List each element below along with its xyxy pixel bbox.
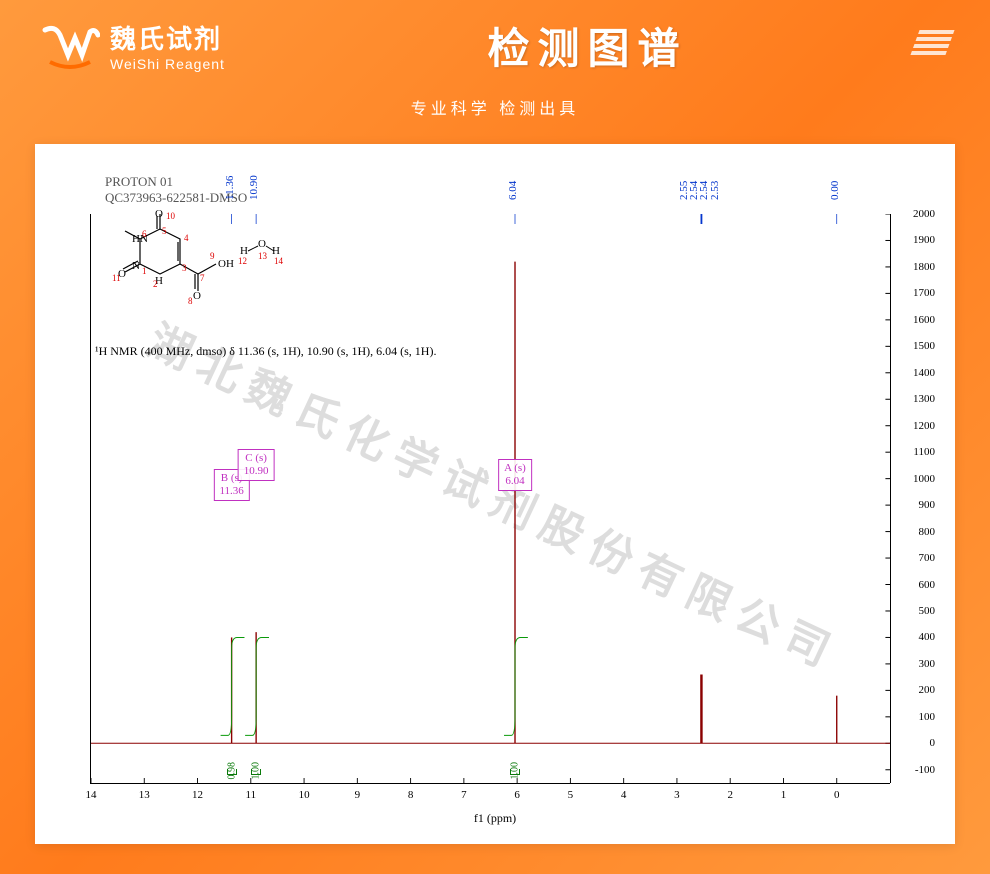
peak-label: 0.00 <box>829 181 841 200</box>
peak-label: 2.53 <box>709 181 721 200</box>
y-tick: 1700 <box>913 287 935 299</box>
y-tick: 1600 <box>913 314 935 326</box>
header: 魏氏试剂 WeiShi Reagent 检测图谱 <box>0 0 990 90</box>
decor-stripes <box>910 30 954 55</box>
y-tick: 1800 <box>913 261 935 273</box>
x-tick: 9 <box>355 789 361 801</box>
peak-annotation: A (s)6.04 <box>498 459 532 491</box>
y-tick: 1500 <box>913 340 935 352</box>
brand-name-en: WeiShi Reagent <box>110 56 225 72</box>
x-tick: 10 <box>299 789 310 801</box>
y-tick: 500 <box>919 605 936 617</box>
y-tick: 600 <box>919 579 936 591</box>
x-tick: 1 <box>781 789 787 801</box>
y-tick: 2000 <box>913 208 935 220</box>
y-tick: 100 <box>919 711 936 723</box>
nmr-chart: 湖北魏氏化学试剂股份有限公司 PROTON 01 QC373963-622581… <box>35 144 955 844</box>
spectrum-svg <box>91 214 890 783</box>
logo: 魏氏试剂 WeiShi Reagent <box>40 19 225 72</box>
subtitle: 专业科学 检测出具 <box>0 95 990 119</box>
x-tick: 5 <box>568 789 574 801</box>
y-tick: 1900 <box>913 234 935 246</box>
y-tick: 300 <box>919 658 936 670</box>
peak-label: 10.90 <box>248 175 260 200</box>
y-tick: 0 <box>930 737 936 749</box>
y-tick: 700 <box>919 552 936 564</box>
y-tick: 1400 <box>913 367 935 379</box>
y-tick: 200 <box>919 684 936 696</box>
x-tick: 8 <box>408 789 414 801</box>
x-tick: 14 <box>86 789 97 801</box>
peak-annotation: C (s)10.90 <box>238 449 275 481</box>
peak-label: 6.04 <box>507 181 519 200</box>
x-tick: 12 <box>192 789 203 801</box>
page-title: 检测图谱 <box>487 15 687 76</box>
x-tick: 11 <box>246 789 257 801</box>
plot-area: 14131211109876543210-1000100200300400500… <box>90 214 890 784</box>
x-tick: 0 <box>834 789 840 801</box>
y-tick: 1100 <box>913 446 935 458</box>
x-tick: 7 <box>461 789 467 801</box>
x-tick: 4 <box>621 789 627 801</box>
peak-label: 11.36 <box>224 176 236 200</box>
x-tick: 2 <box>727 789 733 801</box>
y-tick: 1300 <box>913 393 935 405</box>
brand-logo-icon <box>40 20 100 70</box>
brand-name-cn: 魏氏试剂 <box>110 19 225 56</box>
integral-bracket <box>510 769 520 775</box>
integral-bracket <box>227 769 237 775</box>
x-tick: 6 <box>514 789 520 801</box>
y-tick: 900 <box>919 499 936 511</box>
y-tick: -100 <box>915 764 935 776</box>
x-tick: 13 <box>139 789 150 801</box>
y-tick: 1000 <box>913 473 935 485</box>
y-tick: 400 <box>919 631 936 643</box>
x-tick: 3 <box>674 789 680 801</box>
integral-bracket <box>251 769 261 775</box>
y-tick: 800 <box>919 526 936 538</box>
x-axis-label: f1 (ppm) <box>474 811 516 826</box>
y-tick: 1200 <box>913 420 935 432</box>
